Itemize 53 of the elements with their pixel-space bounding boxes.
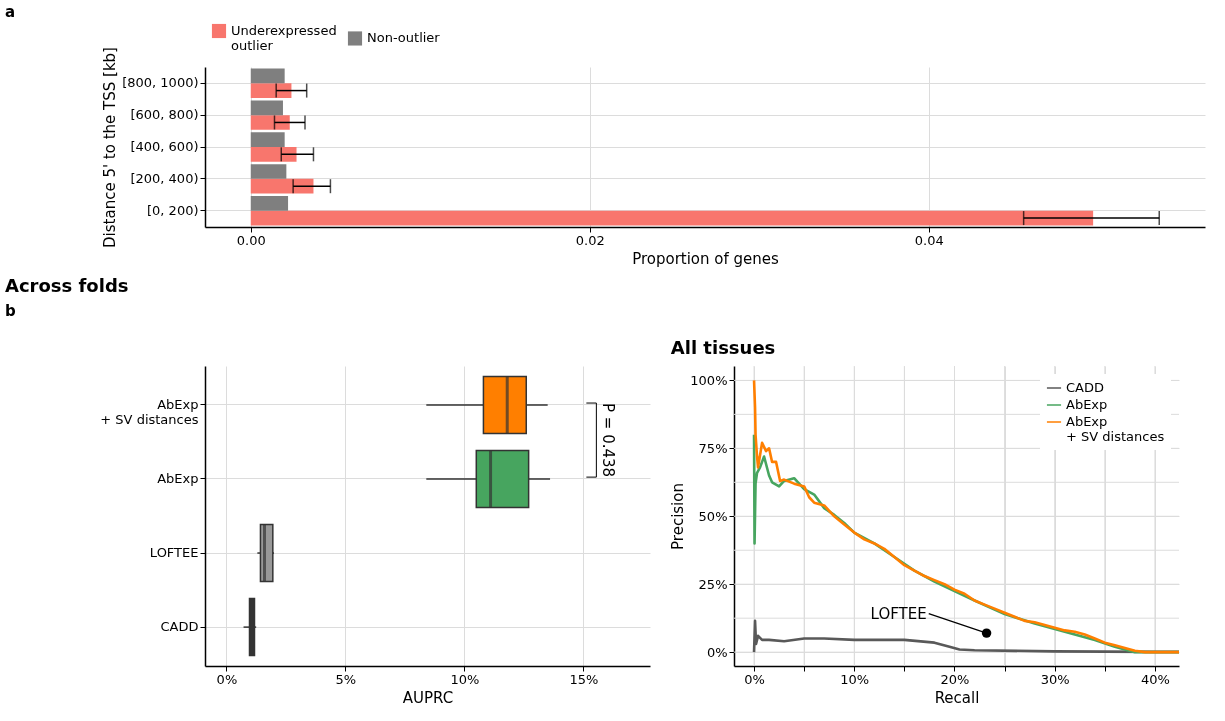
y-tick-label: LOFTEE <box>149 545 199 561</box>
bar <box>250 68 285 84</box>
x-tick-label: 0% <box>744 671 765 687</box>
legend-label: CADD <box>1066 380 1104 395</box>
y-tick-label: CADD <box>160 619 199 635</box>
chart-title: All tissues <box>670 336 776 358</box>
y-tick-label: 25% <box>698 576 728 592</box>
y-tick-label: [200, 400) <box>130 170 199 186</box>
line-series <box>752 379 1179 654</box>
x-tick-label: 0.00 <box>236 232 266 248</box>
y-tick-label: 100% <box>690 372 728 388</box>
y-tick-label: 0% <box>706 644 728 660</box>
x-tick-label: 10% <box>840 671 870 687</box>
bar <box>250 147 297 162</box>
legend-label: AbExp + SV distances <box>1066 414 1165 444</box>
x-axis-title: AUPRC <box>402 688 454 707</box>
y-axis-title: Precision <box>669 483 688 550</box>
legend-label: Non-outlier <box>367 30 441 46</box>
x-tick-label: 5% <box>335 671 357 687</box>
annotation: P = 0.438 <box>599 403 618 478</box>
x-axis-title: Recall <box>934 688 980 707</box>
y-tick-label: AbExp + SV distances <box>100 396 199 427</box>
bar <box>250 83 292 98</box>
legend-label: Underexpressed outlier <box>231 23 337 53</box>
bar <box>250 164 287 179</box>
x-tick-label: 0% <box>216 671 238 687</box>
y-tick-label: 75% <box>698 440 728 456</box>
y-tick-label: [600, 800) <box>130 107 199 123</box>
bar <box>250 210 1094 226</box>
bar <box>250 178 314 194</box>
x-tick-label: 30% <box>1040 671 1070 687</box>
y-axis-title: Distance 5' to the TSS [kb] <box>101 47 120 248</box>
chart-title: Across folds <box>5 275 129 296</box>
annotation: LOFTEE <box>870 604 927 623</box>
x-tick-label: 15% <box>569 671 599 687</box>
x-axis-title: Proportion of genes <box>632 249 780 268</box>
bar <box>250 196 289 211</box>
x-tick-label: 0.02 <box>575 232 605 248</box>
x-tick-label: 20% <box>940 671 970 687</box>
text: b <box>5 302 16 320</box>
bar <box>250 132 285 147</box>
bar <box>250 115 290 130</box>
y-tick-label: [400, 600) <box>130 139 199 154</box>
y-tick-label: [0, 200) <box>147 202 199 218</box>
x-tick-label: 0.04 <box>914 232 944 248</box>
legend-label: AbExp <box>1066 397 1108 412</box>
x-tick-label: 10% <box>450 671 480 687</box>
x-tick-label: 40% <box>1140 671 1170 687</box>
text: a <box>5 3 16 21</box>
y-tick-label: [800, 1000) <box>122 75 199 91</box>
bar <box>250 100 283 116</box>
y-tick-label: AbExp <box>157 470 199 486</box>
y-tick-label: 50% <box>698 508 728 524</box>
